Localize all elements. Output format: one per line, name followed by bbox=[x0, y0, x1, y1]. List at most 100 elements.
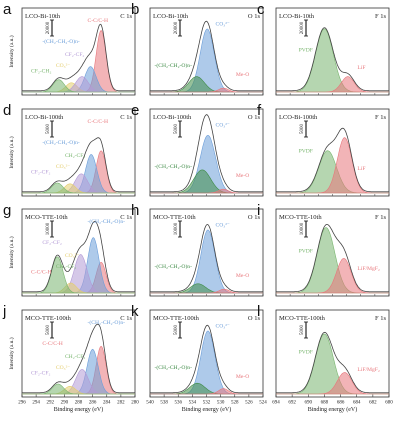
peak-label-lif-mgf: LiF/MgF₂ bbox=[357, 266, 380, 272]
x-tick-label: 286 bbox=[89, 401, 97, 406]
x-tick-label: 296 bbox=[18, 401, 26, 406]
envelope-line bbox=[150, 114, 263, 193]
panel-b: b LCO-Bi-10th O 1s 20000 CO₃²⁻ -(CH₂-CH₂-O)n-… bbox=[131, 1, 264, 96]
peak-label-lif: LiF bbox=[357, 166, 365, 172]
x-tick-label: 290 bbox=[61, 401, 69, 406]
peak-cf-cf bbox=[22, 76, 135, 93]
panel-c: c LCO-Bi-10th F 1s 20000 PVDF LiF bbox=[257, 1, 390, 96]
panel-k: k MCO-TTE-100th O 1s 5000 CO₃²⁻ -(CH₂-CH₂-O)n… bbox=[131, 303, 267, 413]
peak-label-me-o: Me-O bbox=[236, 374, 249, 380]
sample-name: LCO-Bi-10th bbox=[25, 13, 61, 20]
peak-label-cf-ch: CF₂-CH₂ bbox=[31, 68, 51, 74]
x-tick-label: 682 bbox=[369, 401, 377, 406]
sample-name: LCO-Bi-10th bbox=[279, 13, 315, 20]
peak-label-co: CO₃²⁻ bbox=[216, 21, 230, 27]
panel-letter: b bbox=[131, 1, 139, 18]
peak-label-c-c-c-h: C-C/C-H bbox=[88, 119, 109, 125]
x-tick-label: 524 bbox=[259, 401, 267, 406]
x-tick-label: 288 bbox=[75, 401, 83, 406]
peak-label-co: CO₃²⁻ bbox=[216, 222, 230, 228]
scale-value: 5000 bbox=[46, 325, 51, 336]
peak-me-o bbox=[150, 87, 263, 93]
sample-name: MCO-TTE-100th bbox=[279, 315, 326, 322]
x-tick-label: 532 bbox=[203, 401, 211, 406]
x-tick-label: 540 bbox=[146, 401, 154, 406]
peak-label-ch-cf: CH₂-CF₂ bbox=[65, 153, 85, 159]
peak-label-ch-cf: CH₂-CF₂ bbox=[65, 354, 85, 360]
peak-label-ch-ch-o-n: -(CH₂-CH₂-O)n- bbox=[42, 38, 80, 45]
peak-label-co: CO₃²⁻ bbox=[216, 323, 230, 329]
envelope-line bbox=[276, 27, 389, 92]
peak-label-c-c-c-h: C-C/C-H bbox=[31, 269, 52, 275]
panel-j: j MCO-TTE-100th C 1s 5000 -(CH₂-CH₂-O)n- C-C/… bbox=[2, 303, 139, 413]
core-level: O 1s bbox=[248, 13, 261, 20]
y-axis-label: Intensity (a.u.) bbox=[8, 136, 15, 168]
x-tick-label: 526 bbox=[245, 401, 253, 406]
peak-label-ch-ch-o-n: -(CH₂-CH₂-O)n- bbox=[42, 139, 80, 146]
x-tick-label: 284 bbox=[103, 401, 111, 406]
peak-label-co: CO₃²⁻ bbox=[56, 164, 70, 170]
peak-lif bbox=[276, 76, 389, 93]
x-tick-label: 536 bbox=[175, 401, 183, 406]
x-axis-label: Binding energy (eV) bbox=[308, 406, 358, 413]
peak-label-pvdf: PVDF bbox=[299, 149, 313, 155]
scale-value: 20000 bbox=[300, 21, 305, 34]
x-tick-label: 534 bbox=[189, 401, 197, 406]
peak-lif-mgf bbox=[276, 258, 389, 294]
core-level: C 1s bbox=[120, 114, 132, 121]
peak-me-o bbox=[150, 288, 263, 294]
peak-me-o bbox=[150, 188, 263, 194]
core-level: F 1s bbox=[375, 214, 386, 221]
x-tick-label: 528 bbox=[231, 401, 239, 406]
panel-letter: j bbox=[2, 303, 6, 320]
peak-label-ch-cf: CH₂-CF₂ bbox=[56, 264, 76, 270]
panel-letter: h bbox=[131, 202, 139, 219]
panel-letter: a bbox=[3, 1, 12, 18]
scale-value: 20000 bbox=[174, 21, 179, 34]
peak-label-pvdf: PVDF bbox=[299, 48, 313, 54]
x-tick-label: 688 bbox=[321, 401, 329, 406]
scale-value: 5000 bbox=[300, 124, 305, 135]
peak-label-ch-ch-o-n: -(CH₂-CH₂-O)n- bbox=[155, 62, 193, 69]
sample-name: MCO-TTE-100th bbox=[25, 315, 72, 322]
panel-h: h MCO-TTE-10th O 1s 10000 CO₃²⁻ -(CH₂-CH₂-O)n… bbox=[131, 202, 264, 297]
peak-pvdf bbox=[276, 28, 389, 93]
peak-label-ch-ch-o-n: -(CH₂-CH₂-O)n- bbox=[155, 263, 193, 270]
scale-value: 5000 bbox=[300, 325, 305, 336]
x-axis-label: Binding energy (eV) bbox=[54, 406, 104, 413]
y-axis-label: Intensity (a.u.) bbox=[8, 236, 15, 268]
peak-label-ch-ch-o-n: -(CH₂-CH₂-O)n- bbox=[88, 218, 126, 225]
core-level: C 1s bbox=[120, 315, 132, 322]
envelope-line bbox=[150, 324, 263, 394]
envelope-line bbox=[22, 23, 135, 92]
peak-label-co: CO₃²⁻ bbox=[56, 63, 70, 69]
x-tick-label: 690 bbox=[305, 401, 313, 406]
peak-label-ch-ch-o-n: -(CH₂-CH₂-O)n- bbox=[88, 319, 126, 326]
sample-name: LCO-Bi-10th bbox=[153, 13, 189, 20]
scale-value: 10000 bbox=[46, 222, 51, 235]
x-tick-label: 280 bbox=[131, 401, 139, 406]
panel-frame bbox=[275, 309, 390, 398]
x-tick-label: 530 bbox=[217, 401, 225, 406]
peak-label-ch-ch-o-n: -(CH₂-CH₂-O)n- bbox=[155, 364, 193, 371]
peak-label-me-o: Me-O bbox=[236, 72, 249, 78]
peak-co bbox=[150, 330, 263, 395]
sample-name: MCO-TTE-10th bbox=[279, 214, 322, 221]
scale-value: 10000 bbox=[174, 222, 179, 235]
peak-label-cf-cf: CF₂-CF₂ bbox=[42, 240, 61, 246]
peak-label-cf-cf: CF₂-CF₂ bbox=[65, 52, 84, 58]
panel-letter: g bbox=[3, 202, 11, 219]
x-tick-label: 282 bbox=[117, 401, 125, 406]
peak-ch-cf bbox=[22, 256, 135, 294]
y-axis-label: Intensity (a.u.) bbox=[8, 337, 15, 369]
panel-f: f LCO-Bi-100th F 1s 5000 PVDF LiF bbox=[257, 102, 390, 197]
core-level: F 1s bbox=[375, 13, 386, 20]
peak-label-lif-mgf: LiF/MgF₂ bbox=[357, 367, 380, 373]
envelope-line bbox=[22, 137, 135, 193]
peak-label-me-o: Me-O bbox=[236, 273, 249, 279]
peak-label-c-c-c-h: C-C/C-H bbox=[88, 18, 109, 24]
scale-value: 5000 bbox=[46, 124, 51, 135]
x-tick-label: 538 bbox=[160, 401, 168, 406]
peak-label-cf-cf: CF₂-CF₂ bbox=[31, 370, 50, 376]
